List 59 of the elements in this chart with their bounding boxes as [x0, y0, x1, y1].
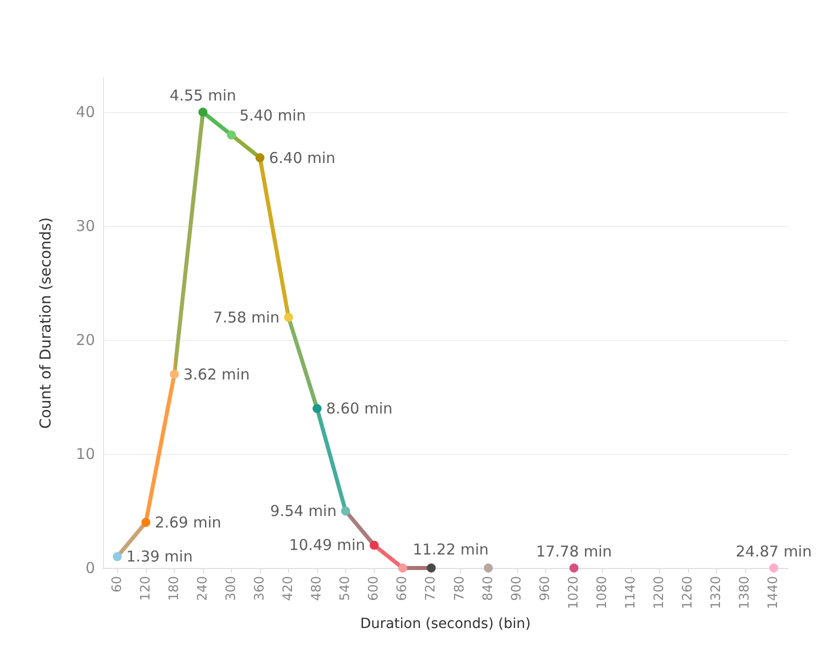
point	[341, 506, 350, 516]
x-tick-label: 300	[224, 576, 239, 601]
x-tick-label: 1440	[766, 576, 782, 610]
point	[255, 153, 264, 162]
annotation: 10.49 min	[289, 536, 366, 554]
x-tick-label: 1140	[624, 576, 639, 610]
annotation: 9.54 min	[270, 502, 337, 520]
x-tick-label: 1320	[709, 576, 724, 610]
x-tick-label: 540	[338, 576, 354, 601]
point	[426, 564, 436, 572]
x-tick-label: 1080	[594, 576, 610, 610]
point	[312, 404, 322, 413]
y-tick-label: 20	[76, 331, 95, 350]
x-tick-label: 1260	[680, 576, 696, 610]
annotation: 11.22 min	[412, 540, 489, 558]
x-tick-label: 900	[509, 576, 524, 601]
x-tick-label: 180	[166, 576, 182, 601]
point	[226, 130, 236, 140]
point	[398, 564, 408, 572]
annotation: 6.40 min	[268, 148, 336, 167]
annotation: 8.60 min	[326, 399, 393, 418]
x-tick-label: 720	[424, 576, 439, 601]
x-tick-label: 840	[480, 576, 496, 601]
y-tick-label: 40	[76, 103, 95, 122]
x-tick-label: 240	[195, 576, 210, 601]
annotation: 7.58 min	[213, 308, 280, 326]
x-tick-label: 480	[310, 576, 325, 601]
point	[484, 564, 493, 572]
y-axis-title: Count of Duration (seconds)	[36, 217, 54, 429]
x-tick-label: 120	[138, 576, 154, 601]
point	[198, 108, 208, 117]
y-tick-label: 30	[76, 217, 95, 236]
annotation: 4.55 min	[170, 86, 236, 105]
annotation: 3.62 min	[183, 365, 250, 384]
point	[112, 552, 122, 562]
point	[370, 540, 379, 550]
x-axis-title: Duration (seconds) (bin)	[360, 616, 531, 632]
x-tick-label: 1020	[566, 576, 582, 610]
annotation: 1.39 min	[126, 548, 193, 566]
y-tick-label: 0	[85, 559, 95, 577]
x-tick-label: 420	[281, 576, 296, 601]
point	[284, 312, 294, 322]
x-tick-label: 600	[366, 576, 382, 601]
annotation: 17.78 min	[536, 542, 612, 560]
x-tick-label: 360	[252, 576, 268, 601]
x-tick-label: 1200	[652, 576, 668, 610]
annotation: 5.40 min	[239, 106, 306, 124]
x-tick-label: 780	[452, 576, 468, 601]
annotation: 2.69 min	[154, 513, 222, 532]
annotation: 24.87 min	[736, 542, 812, 560]
point	[569, 564, 578, 572]
x-tick-label: 60	[110, 576, 125, 593]
x-tick-label: 960	[538, 576, 553, 601]
point	[769, 564, 778, 572]
point	[170, 370, 179, 379]
x-tick-label: 1380	[738, 576, 753, 610]
y-tick-label: 10	[76, 445, 95, 464]
x-tick-label: 660	[395, 576, 410, 601]
point	[141, 518, 150, 527]
